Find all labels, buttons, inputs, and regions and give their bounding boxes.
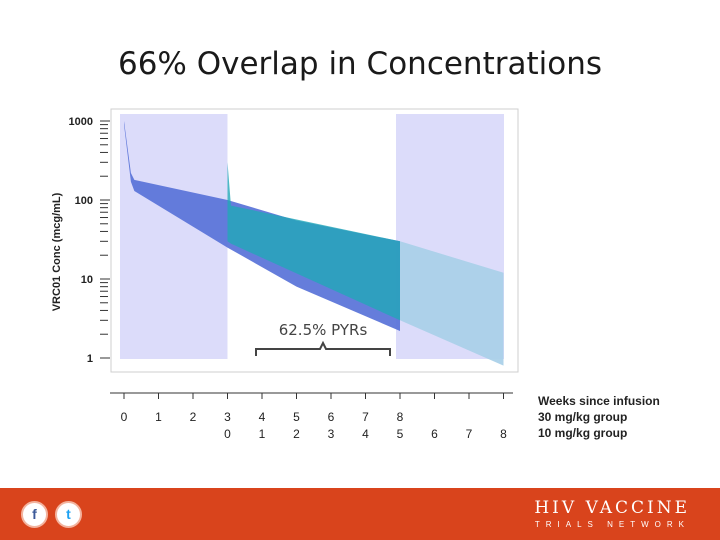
twitter-glyph: t xyxy=(66,506,71,522)
x-tick-label: 4 xyxy=(259,410,266,424)
hvtn-logo: HIV VACCINE TRIALS NETWORK xyxy=(534,498,690,529)
x-tick-label: 1 xyxy=(155,410,162,424)
x-tick-label: 8 xyxy=(500,427,507,441)
annotation-bracket xyxy=(255,340,391,356)
series-band-1 xyxy=(227,162,400,321)
x-tick-label: 5 xyxy=(293,410,300,424)
x-tick-label: 6 xyxy=(328,410,335,424)
x-tick-label: 5 xyxy=(397,427,404,441)
x-row-label: 10 mg/kg group xyxy=(538,426,627,440)
brand-subtitle: TRIALS NETWORK xyxy=(534,520,690,529)
x-tick-label: 6 xyxy=(431,427,438,441)
facebook-glyph: f xyxy=(32,506,37,522)
footer-bar: f t HIV VACCINE TRIALS NETWORK xyxy=(0,488,720,540)
x-tick-label: 3 xyxy=(224,410,231,424)
x-tick-label: 2 xyxy=(190,410,197,424)
y-tick-label: 1 xyxy=(87,353,93,365)
x-tick-label: 1 xyxy=(259,427,266,441)
brand-name: HIV VACCINE xyxy=(534,498,690,518)
x-tick-label: 4 xyxy=(362,427,369,441)
x-tick-label: 7 xyxy=(362,410,369,424)
y-tick-label: 10 xyxy=(81,274,93,286)
x-tick-label: 0 xyxy=(224,427,231,441)
x-tick-label: 0 xyxy=(121,410,128,424)
concentration-chart: 1000 100 10 1 VRC01 Conc (mcg/mL) 0 1 2 3 4 5 6 7 8 0 1… xyxy=(51,108,660,441)
x-row-label: 30 mg/kg group xyxy=(538,410,627,424)
x-tick-label: 3 xyxy=(328,427,335,441)
x-row-label: Weeks since infusion xyxy=(538,394,660,408)
annotation-label: 62.5% PYRs xyxy=(279,321,368,339)
y-axis-label: VRC01 Conc (mcg/mL) xyxy=(51,192,63,311)
series-band-2 xyxy=(400,241,504,366)
x-tick-label: 8 xyxy=(397,410,404,424)
slide-title: 66% Overlap in Concentrations xyxy=(117,46,603,82)
twitter-icon[interactable]: t xyxy=(55,501,82,528)
x-tick-label: 2 xyxy=(293,427,300,441)
x-tick-label: 7 xyxy=(466,427,473,441)
y-tick-label: 100 xyxy=(75,195,93,207)
y-tick-label: 1000 xyxy=(69,116,93,128)
facebook-icon[interactable]: f xyxy=(21,501,48,528)
